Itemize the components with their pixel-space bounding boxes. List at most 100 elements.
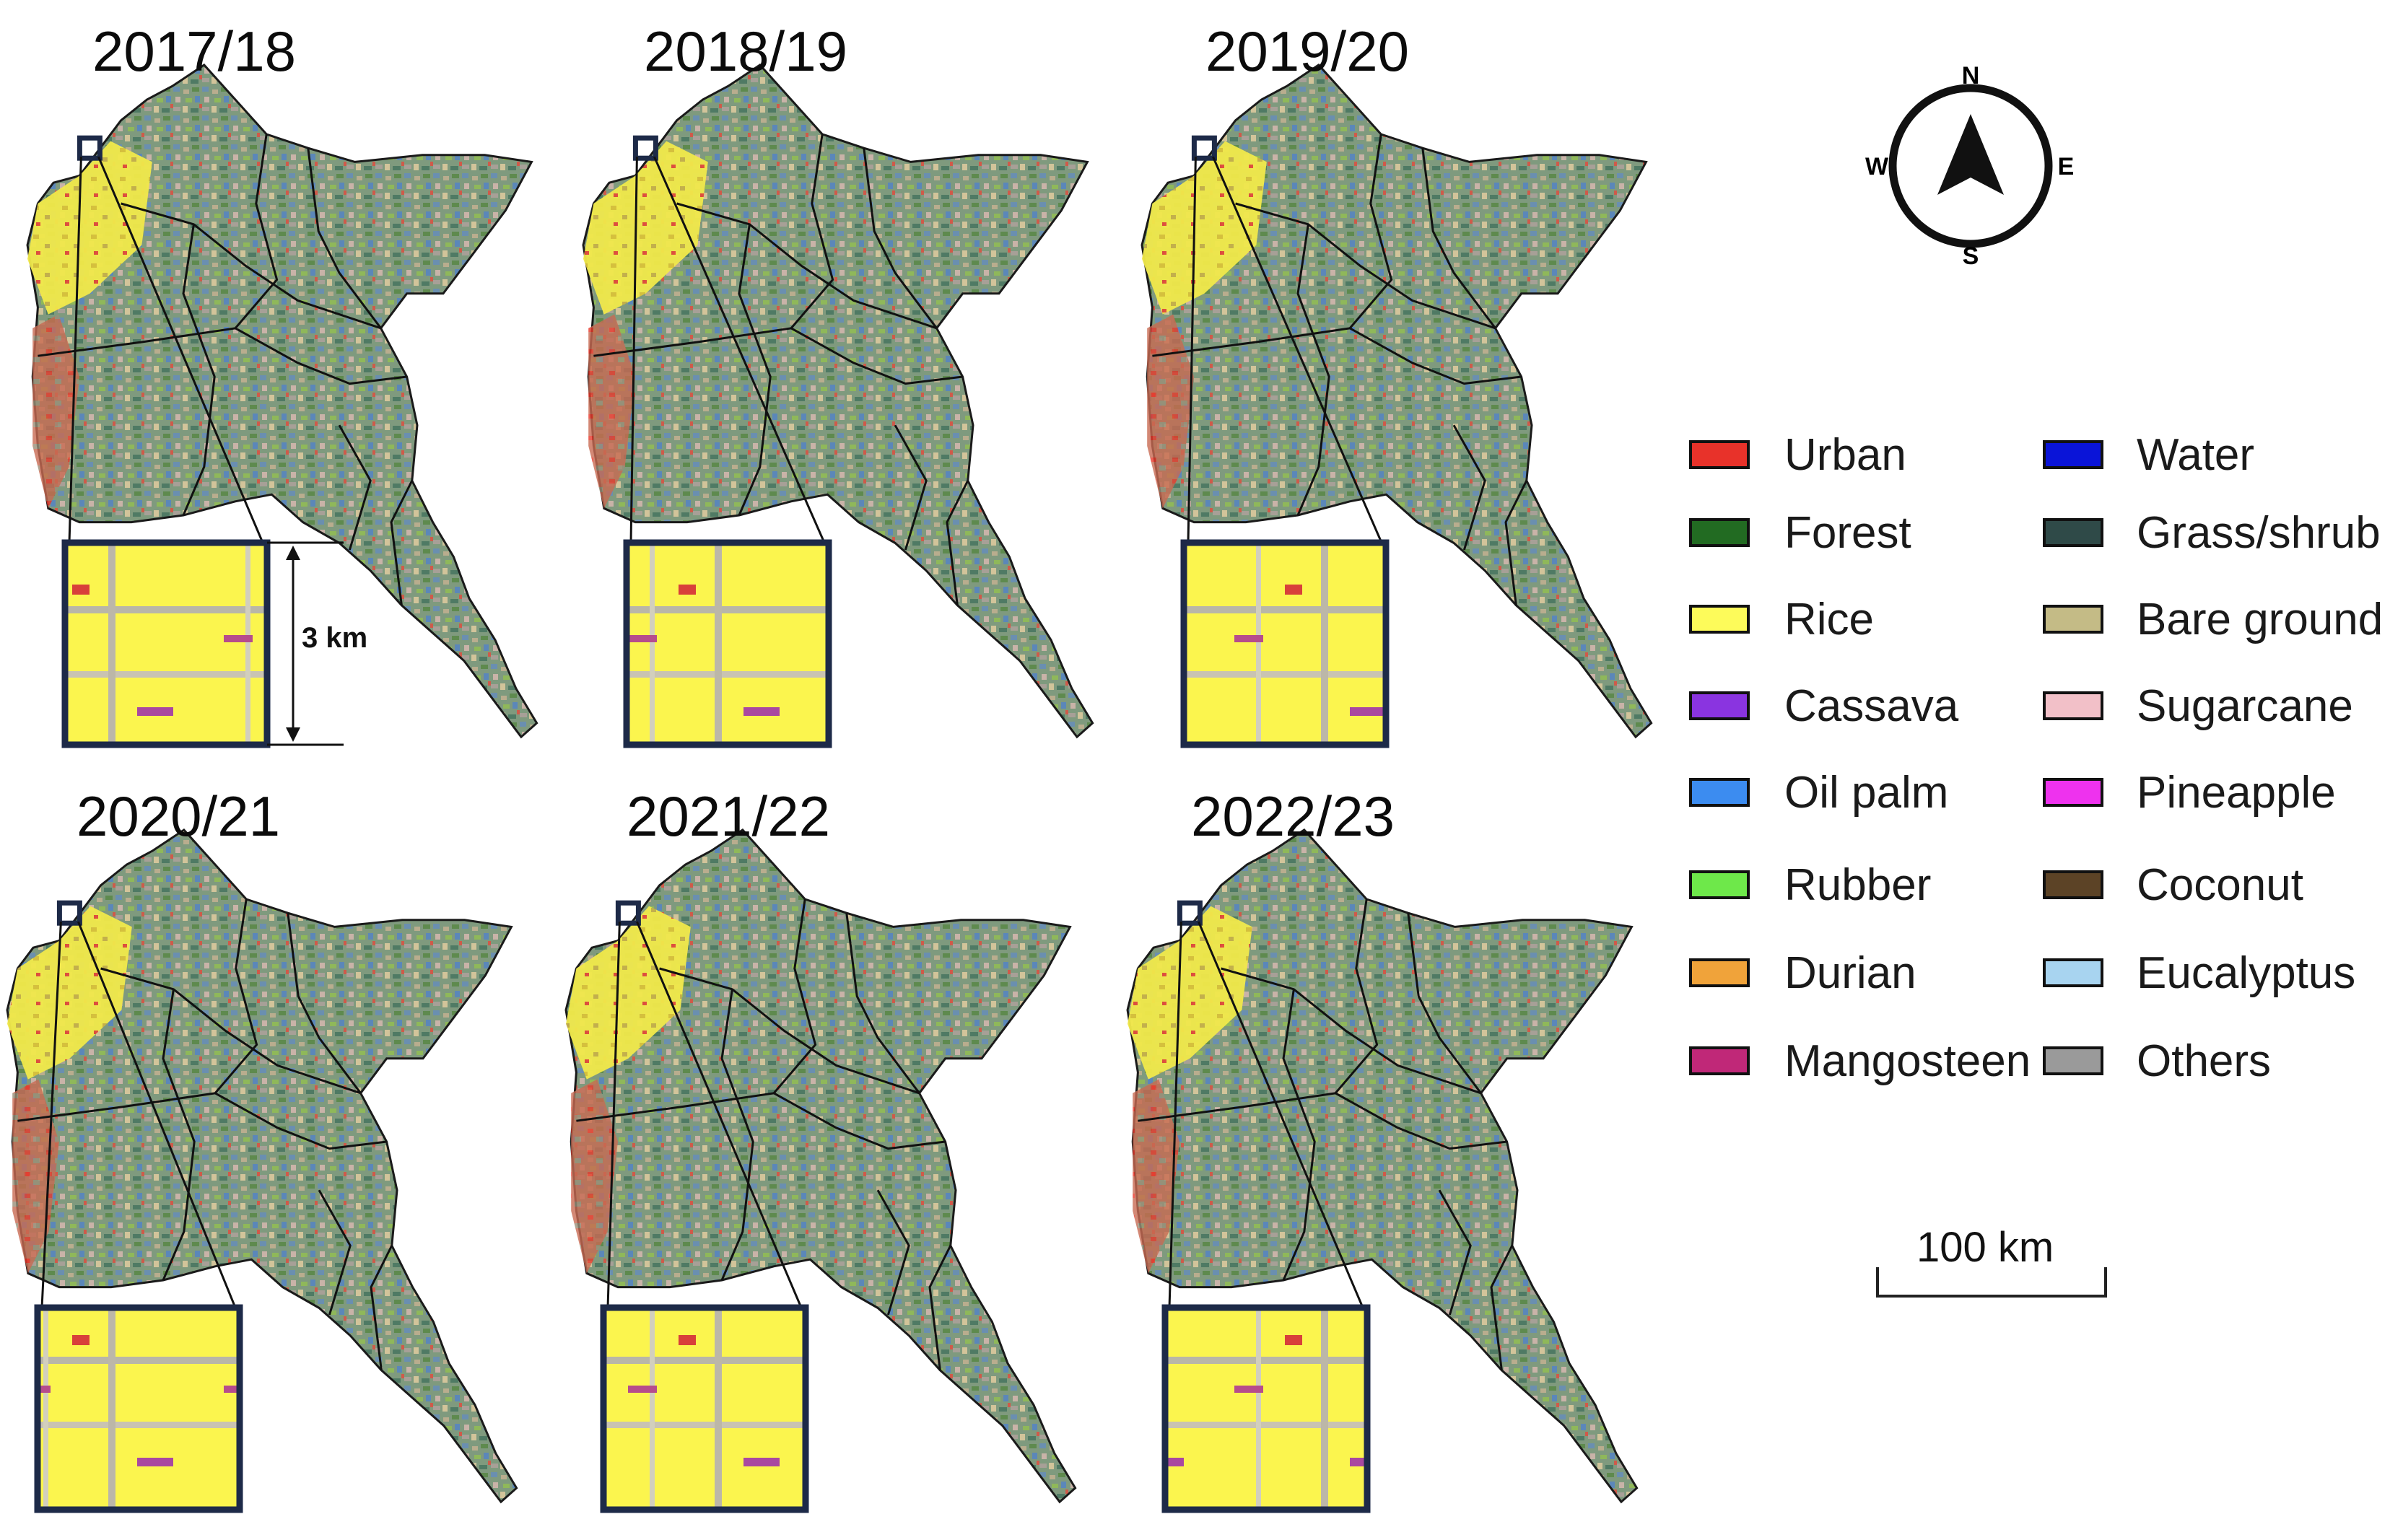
district-boundary [1296, 224, 1330, 516]
rice-region [27, 141, 152, 315]
urban-coast-region [571, 1079, 618, 1274]
district-boundary [790, 327, 963, 385]
district-boundary [370, 1245, 393, 1370]
district-boundary [38, 134, 279, 357]
map-panel-3 [1141, 64, 1653, 748]
rice-region [583, 141, 708, 315]
map-panel-1 [26, 64, 538, 748]
district-boundary [287, 913, 362, 1094]
inset-scale-arrowhead [286, 546, 300, 560]
province-map [6, 828, 518, 1504]
district-boundary [845, 913, 920, 1094]
inset-locator-box [77, 135, 103, 161]
panel-title: 2022/23 [1191, 784, 1395, 848]
legend-swatch [1689, 958, 1750, 987]
legend-label: Others [2137, 1036, 2272, 1086]
compass-n: N [1962, 62, 1980, 89]
legend-swatch [2043, 958, 2103, 987]
legend-swatch [2043, 778, 2103, 807]
legend-label: Cassava [1784, 681, 1959, 731]
district-boundary [1349, 327, 1522, 385]
district-boundary [1335, 1092, 1507, 1150]
district-boundary [17, 898, 258, 1122]
legend-swatch [1689, 870, 1750, 899]
district-boundary [659, 967, 920, 1095]
compass-rose: N S E W [1865, 62, 2075, 270]
district-boundary [1152, 134, 1393, 357]
district-boundary [121, 202, 382, 330]
map-panel-5 [564, 828, 1077, 1513]
district-boundary [576, 898, 817, 1122]
legend-swatch [2043, 691, 2103, 720]
inset-leader-line [636, 921, 803, 1308]
zoom-inset [1161, 1304, 1371, 1513]
zoom-inset [600, 1304, 809, 1513]
district-boundary [235, 327, 407, 385]
legend-label: Pineapple [2137, 768, 2336, 818]
inset-leader-line [77, 921, 237, 1308]
district-boundary [946, 480, 969, 605]
legend-label: Durian [1784, 948, 1916, 998]
legend-label: Eucalyptus [2137, 948, 2356, 998]
district-boundary [1221, 967, 1482, 1095]
legend-label: Rubber [1784, 860, 1932, 910]
inset-leader-line [629, 157, 638, 543]
legend-label: Urban [1784, 430, 1906, 480]
province-map [1141, 64, 1653, 739]
inset-locator-box [56, 900, 82, 926]
inset-leader-line [1187, 157, 1197, 543]
legend-label: Mangosteen [1784, 1036, 2031, 1086]
district-boundary [100, 967, 362, 1095]
legend-swatch [1689, 778, 1750, 807]
map-panel-2 [582, 64, 1094, 748]
inset-leader-line [40, 922, 62, 1308]
district-boundary [863, 148, 938, 329]
inset-locator-box [1191, 135, 1217, 161]
north-arrow-icon [1937, 114, 2004, 195]
scale-bar [1876, 1267, 2107, 1298]
district-boundary [1235, 202, 1496, 330]
legend-swatch [1689, 518, 1750, 547]
inset-scale-arrowhead [286, 727, 300, 742]
inset-scale-label: 3 km [302, 622, 368, 654]
district-boundary [1282, 989, 1316, 1281]
district-boundary [894, 424, 928, 551]
zoom-inset [1180, 539, 1390, 748]
inset-locator-box [615, 900, 641, 926]
district-boundary [1452, 424, 1486, 551]
district-boundary [676, 202, 938, 330]
legend-label: Sugarcane [2137, 681, 2353, 731]
urban-coast-region [1147, 314, 1194, 509]
inset-leader-line [97, 156, 264, 543]
legend-swatch [2043, 1046, 2103, 1075]
province-map [26, 64, 538, 739]
inset-leader-line [606, 922, 621, 1308]
map-panel-4 [6, 828, 518, 1513]
district-boundary [720, 989, 754, 1281]
legend-label: Rice [1784, 595, 1875, 644]
panel-title: 2019/20 [1205, 19, 1409, 83]
panel-title: 2017/18 [92, 19, 296, 83]
compass-e: E [2058, 153, 2075, 180]
rice-region [1128, 906, 1252, 1080]
district-boundary [593, 134, 834, 357]
legend-swatch [2043, 518, 2103, 547]
inset-locator-box [632, 135, 658, 161]
compass-s: S [1963, 242, 1979, 270]
legend-swatch [1689, 605, 1750, 634]
district-boundary [214, 1092, 387, 1150]
legend-label: Grass/shrub [2137, 508, 2381, 558]
district-boundary [307, 148, 382, 329]
legend-label: Forest [1784, 508, 1911, 558]
urban-coast-region [588, 314, 635, 509]
scale-bar-label: 100 km [1916, 1224, 2054, 1271]
inset-leader-line [653, 156, 826, 543]
province-map [564, 828, 1077, 1504]
district-boundary [1407, 913, 1482, 1094]
zoom-inset [61, 539, 271, 748]
panel-title: 2018/19 [644, 19, 847, 83]
compass-ring [1888, 84, 2053, 248]
panel-title: 2020/21 [77, 784, 280, 848]
